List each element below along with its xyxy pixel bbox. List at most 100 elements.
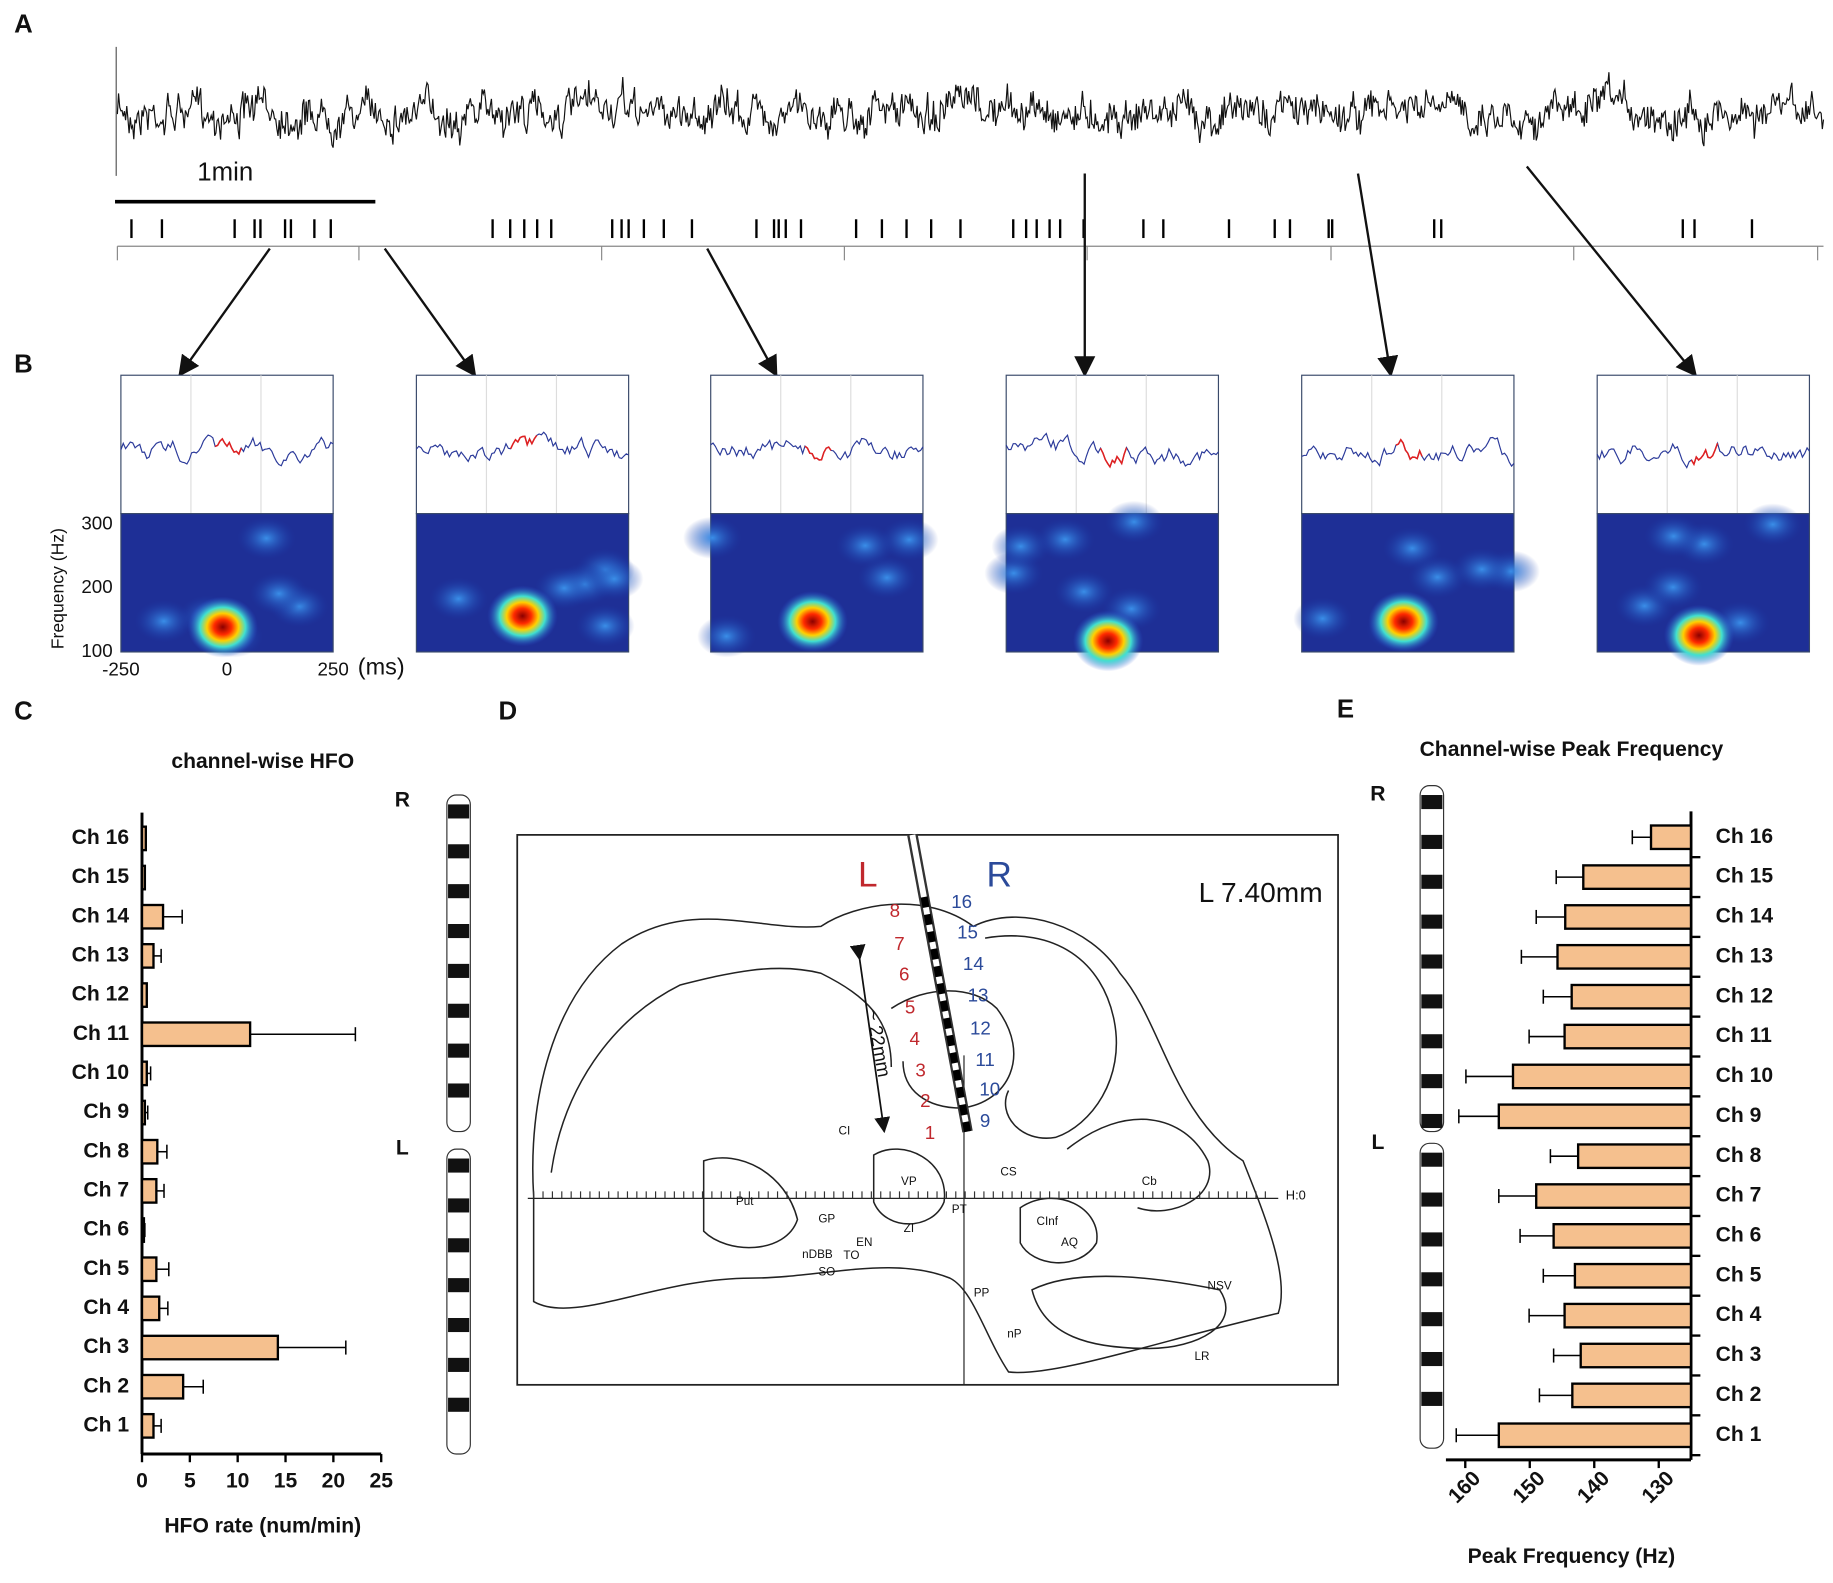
probe-segment [1421,1292,1443,1307]
probe-segment [1421,974,1443,989]
trace-box [710,374,924,515]
arrow [178,247,271,377]
bar [1576,1143,1693,1170]
bar [140,1412,155,1439]
region-label: CS [1000,1166,1016,1179]
probe-segment [448,1083,470,1098]
bar [140,1138,159,1165]
category-label: Ch 8 [1716,1144,1762,1167]
spectrogram-blob [1643,566,1703,609]
panel-label: D [498,698,517,726]
spectrogram-xtick: 250 [317,659,348,680]
probe-segment [1421,1411,1443,1426]
probe-contacts [920,896,971,1133]
probe-segment [1421,1252,1443,1267]
spectrogram-blob [879,518,939,561]
probe-segment [448,1377,470,1392]
x-tick-label: 160 [1444,1467,1485,1508]
bar [1571,1382,1693,1409]
bar [1573,1262,1693,1289]
category-label: Ch 1 [1716,1423,1762,1446]
category-label: Ch 7 [1716,1184,1762,1207]
region-label: nP [1007,1328,1022,1341]
probe-segment [1421,1232,1443,1247]
trace-box [1301,374,1515,515]
channel-number: 3 [915,1060,925,1081]
category-label: Ch 4 [83,1296,129,1319]
channel-number: 9 [980,1110,990,1131]
x-tick-label: 20 [322,1470,345,1493]
probe-segment [1421,1391,1443,1406]
category-label: Ch 6 [83,1218,129,1241]
region-label: AQ [1061,1236,1078,1249]
probe-segment [448,1063,470,1078]
spectrogram-blob [697,615,756,658]
category-label: Ch 11 [1716,1024,1773,1047]
atlas-right-label: R [986,855,1011,894]
probe-segment [448,924,470,939]
arrow [706,248,778,378]
probe-segment [448,1218,470,1233]
bar [1535,1183,1693,1209]
spectrogram-blob [237,517,296,560]
bar [1497,1103,1693,1130]
region-label: LR [1195,1350,1210,1363]
panel-label: C [14,698,33,726]
bar [1563,1302,1693,1329]
probe-segment [1421,854,1443,869]
category-label: Ch 16 [1716,825,1773,848]
panel-label: B [14,351,33,379]
spectrogram-blob [835,524,895,567]
channel-number: 11 [975,1049,994,1070]
bar [1649,824,1693,851]
region-label: CI [839,1125,851,1138]
probe-segment [1421,1074,1443,1089]
category-label: Ch 1 [83,1413,129,1436]
hfo-blob [777,591,848,653]
probe-segment [448,1357,470,1372]
atlas-left-label: L [858,855,878,894]
probe-segment [1421,1272,1443,1287]
x-tick-label: 25 [369,1470,393,1493]
spectrogram-blob [1743,503,1803,546]
probe-label: L [1371,1131,1384,1154]
probe-segment [448,1238,470,1253]
probe-segment [448,884,470,899]
channel-number: 2 [920,1090,930,1111]
probe-label: R [395,788,410,811]
bar [140,1021,252,1048]
bar [140,1334,280,1361]
category-label: Ch 16 [72,826,129,849]
chart-title: Channel-wise Peak Frequency [1420,738,1724,761]
probe-segment [448,1337,470,1352]
probe-segment [1421,1172,1443,1187]
probe-segment [448,824,470,839]
probe-segment [1421,1054,1443,1069]
probe-segment [448,1258,470,1273]
trace-box [415,374,630,515]
hfo-segment [1099,447,1128,469]
bar [1552,1223,1693,1249]
bar [140,1373,185,1400]
hfo-blob [1368,591,1439,653]
probe-segment [448,1043,470,1058]
spectrogram-blob [1104,500,1164,543]
spectrogram-blob [1452,548,1512,591]
trace-box [120,374,334,515]
category-label: Ch 14 [1716,905,1774,928]
probe-segment [1421,834,1443,849]
x-tick-label: 140 [1573,1467,1614,1508]
bar [140,1060,148,1087]
region-label: Cb [1142,1175,1157,1188]
depth-arrow [849,943,891,1134]
hfo-segment [214,437,242,456]
bar [1497,1422,1693,1449]
probe-segment [1421,894,1443,909]
hfo-blob [1072,610,1144,672]
channel-number: 7 [894,933,904,954]
probe-segment [448,943,470,959]
category-label: Ch 10 [1716,1064,1773,1087]
chart-title: channel-wise HFO [171,750,354,773]
category-label: Ch 5 [83,1257,129,1280]
category-label: Ch 10 [72,1061,129,1084]
